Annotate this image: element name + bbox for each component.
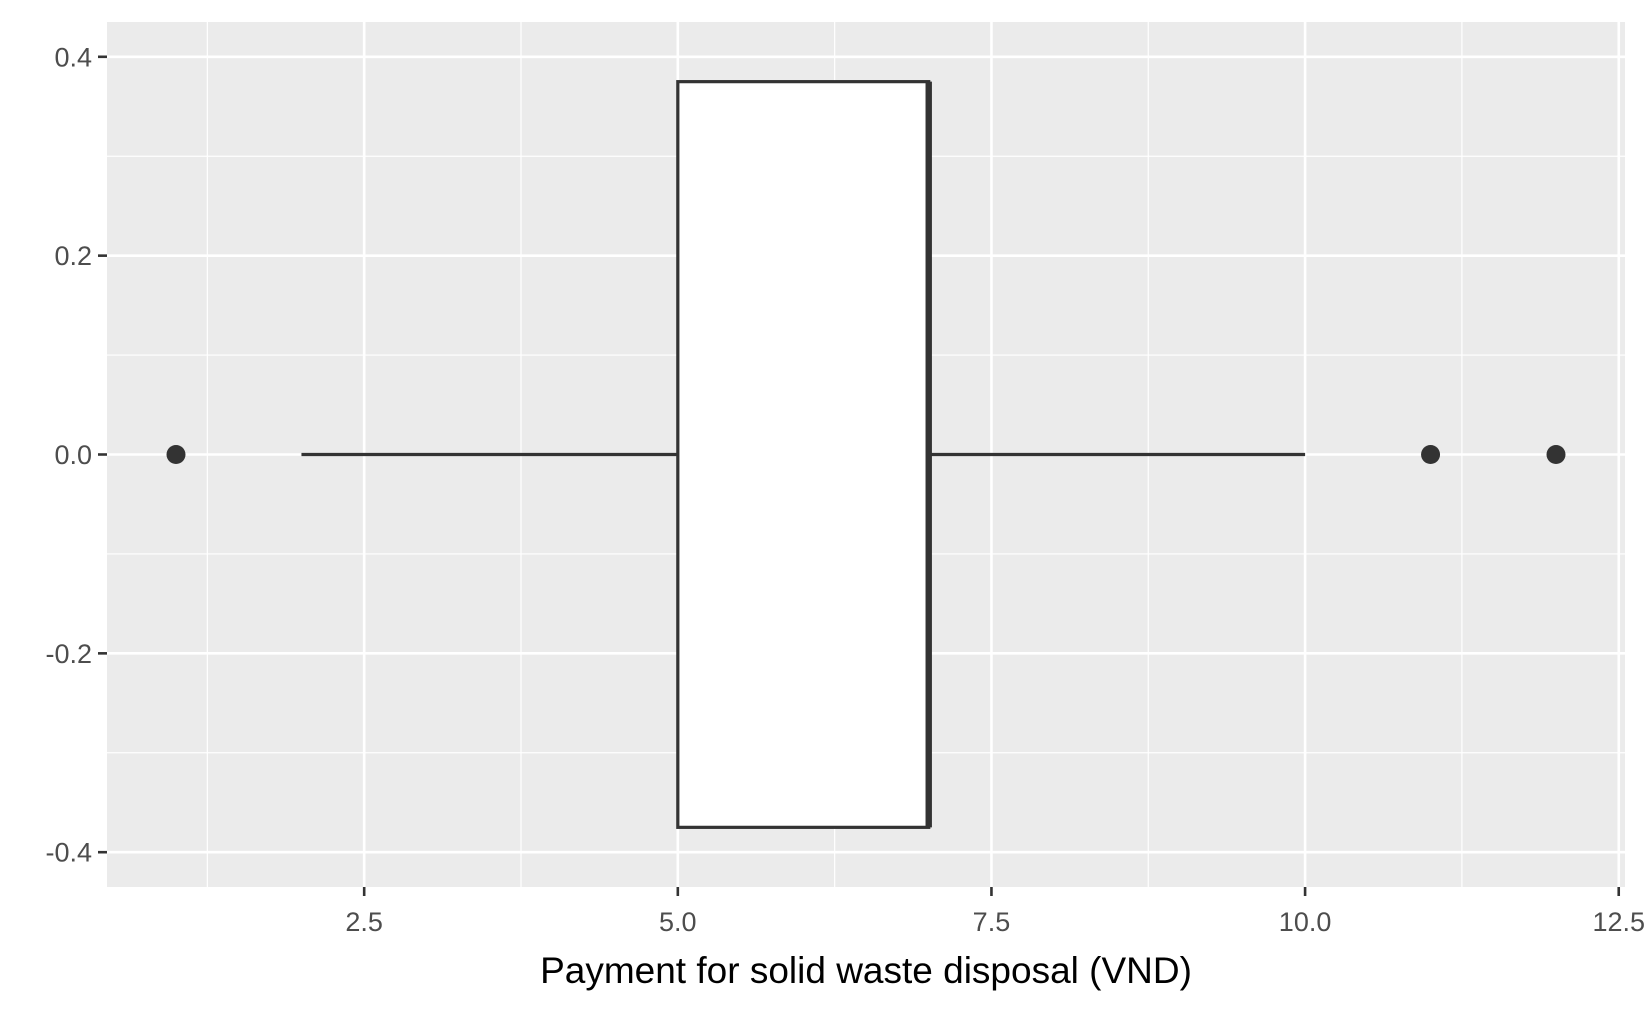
x-tick-label: 7.5: [973, 907, 1011, 937]
outlier-point: [1421, 445, 1441, 464]
x-tick-label: 12.5: [1592, 907, 1645, 937]
y-tick-label: -0.2: [45, 639, 92, 669]
y-axis: -0.4 -0.2 0.0 0.2 0.4: [45, 42, 107, 868]
x-axis: 2.5 5.0 7.5 10.0 12.5: [345, 887, 1645, 937]
outlier-point: [1546, 445, 1566, 464]
box-marks: [166, 80, 1566, 829]
y-tick-label: -0.4: [45, 838, 92, 868]
outlier-point: [166, 445, 186, 464]
x-tick-label: 10.0: [1279, 907, 1332, 937]
x-axis-title: Payment for solid waste disposal (VND): [540, 950, 1192, 991]
box-iqr: [676, 80, 931, 829]
y-tick-label: 0.2: [54, 241, 92, 271]
y-tick-label: 0.0: [54, 440, 92, 470]
x-tick-label: 5.0: [659, 907, 697, 937]
x-tick-label: 2.5: [345, 907, 383, 937]
y-tick-label: 0.4: [54, 42, 92, 72]
